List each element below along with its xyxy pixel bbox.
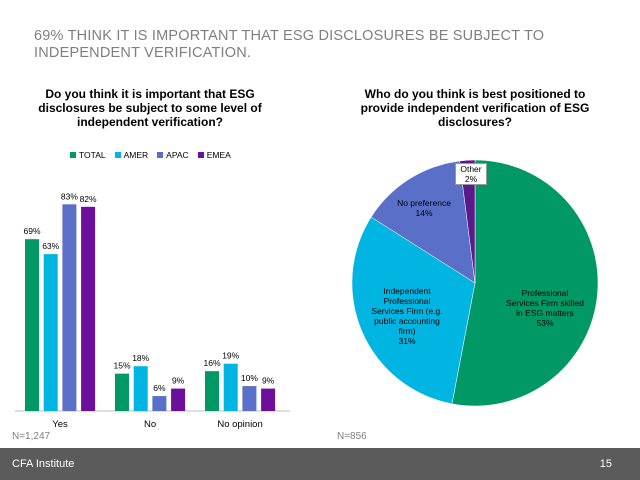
bar-category-label: Yes: [52, 419, 68, 430]
slide-title: 69% THINK IT IS IMPORTANT THAT ESG DISCL…: [34, 28, 545, 61]
bar-chart-legend: TOTAL AMER APAC EMEA: [70, 150, 231, 160]
pie-label-no-preference-text: No preference: [397, 198, 451, 208]
pie-label-professional-services-value: 53%: [536, 318, 554, 328]
bar-value-label: 83%: [61, 191, 78, 201]
bar-chart-sample-size: N=1,247: [12, 431, 51, 442]
legend-label-apac: APAC: [166, 150, 189, 160]
bar-value-label: 18%: [132, 353, 149, 363]
pie-chart-sample-size: N=856: [337, 431, 367, 442]
pie-label-professional-services-text: Professional Services Firm skilled in ES…: [506, 288, 584, 318]
pie-slice-other: [459, 159, 476, 284]
pie-label-independent-firm-text: Independent Professional Services Firm (…: [371, 286, 443, 336]
bar-amer-no-opinion: [223, 363, 238, 411]
footer-bar: CFA Institute 15: [0, 448, 640, 480]
bar-category-label: No: [144, 419, 156, 430]
footer-org-name: CFA Institute: [12, 458, 75, 470]
bar-chart-title: Do you think it is important that ESG di…: [38, 87, 262, 129]
bar-total-no: [115, 373, 129, 411]
legend-label-total: TOTAL: [79, 150, 106, 160]
pie-slice-professional-services: [451, 159, 599, 407]
legend-swatch-total: [70, 152, 76, 158]
bar-value-label: 10%: [241, 373, 258, 383]
bar-apac-yes: [62, 204, 77, 411]
bar-category-label: No opinion: [217, 419, 262, 430]
bar-value-label: 16%: [203, 358, 220, 368]
pie-label-independent-firm: Independent Professional Services Firm (…: [369, 286, 445, 346]
bar-value-label: 69%: [23, 226, 40, 236]
bar-emea-yes: [81, 206, 96, 411]
bar-value-label: 82%: [80, 194, 97, 204]
pie-slice-no-preference: [370, 160, 476, 284]
page-number: 15: [599, 458, 612, 470]
bar-value-label: 9%: [172, 376, 185, 386]
bar-value-label: 19%: [222, 351, 239, 361]
pie-chart-title: Who do you think is best positioned to p…: [360, 87, 590, 129]
pie-label-other-value: 2%: [464, 174, 478, 184]
bar-total-no-opinion: [205, 371, 219, 411]
pie-label-professional-services: Professional Services Firm skilled in ES…: [505, 288, 585, 328]
bar-value-label: 63%: [42, 241, 59, 251]
legend-label-emea: EMEA: [206, 150, 231, 160]
bar-emea-no: [171, 388, 186, 411]
bar-amer-yes: [43, 254, 58, 411]
legend-swatch-amer: [114, 152, 121, 158]
legend-item-emea: EMEA: [197, 150, 231, 160]
bar-apac-no: [152, 396, 167, 411]
bar-value-label: 6%: [153, 383, 166, 393]
legend-item-total: TOTAL: [70, 150, 106, 160]
legend-item-apac: APAC: [157, 150, 189, 160]
pie-label-other: Other 2%: [455, 163, 487, 185]
bar-chart: 69%63% 83% 82% Yes 15%18% 6% 9% No 16%19% 10% 9% No…: [15, 191, 290, 430]
pie-label-independent-firm-value: 31%: [398, 336, 416, 346]
bar-value-label: 9%: [262, 376, 275, 386]
pie-label-no-preference: No preference 14%: [390, 198, 458, 218]
bar-value-label: 15%: [113, 361, 130, 371]
pie-label-other-text: Other: [460, 164, 482, 174]
bar-amer-no: [133, 366, 148, 411]
legend-swatch-apac: [157, 152, 164, 158]
pie-label-no-preference-value: 14%: [415, 208, 433, 218]
bar-apac-no-opinion: [242, 386, 257, 411]
legend-item-amer: AMER: [114, 150, 149, 160]
bar-total-yes: [25, 239, 39, 411]
legend-swatch-emea: [197, 152, 204, 158]
pie-chart: [351, 159, 599, 407]
legend-label-amer: AMER: [123, 150, 149, 160]
bar-emea-no-opinion: [261, 388, 276, 411]
